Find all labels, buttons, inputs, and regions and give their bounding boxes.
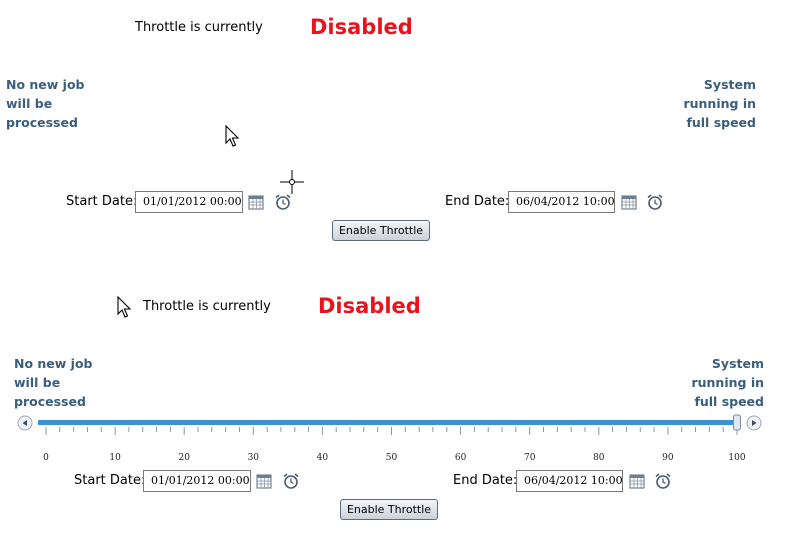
throttle-slider-scale: 0 10 20 30 40 50 60 70 80 90 100 bbox=[17, 414, 762, 463]
arrow-right-icon[interactable] bbox=[746, 415, 762, 431]
slider-tick-label: 70 bbox=[524, 453, 536, 463]
slider-tick-label: 40 bbox=[317, 453, 329, 463]
enable-throttle-button[interactable]: Enable Throttle bbox=[332, 220, 430, 241]
calendar-icon[interactable] bbox=[247, 193, 265, 211]
end-date-label: End Date: bbox=[445, 194, 510, 209]
mouse-pointer-icon bbox=[117, 296, 132, 318]
end-date-input[interactable]: 06/04/2012 10:00 bbox=[516, 470, 623, 492]
mouse-pointer-icon bbox=[225, 125, 240, 147]
alarm-clock-icon[interactable] bbox=[646, 193, 664, 211]
throttle-status-value: Disabled bbox=[310, 15, 413, 39]
calendar-icon[interactable] bbox=[255, 472, 273, 490]
right-note: System running in full speed bbox=[691, 356, 764, 409]
slider-track[interactable] bbox=[38, 420, 738, 425]
alarm-clock-icon[interactable] bbox=[274, 193, 292, 211]
slider-tick-label: 0 bbox=[43, 453, 49, 463]
calendar-icon[interactable] bbox=[620, 193, 638, 211]
slider-tick-label: 50 bbox=[386, 453, 398, 463]
start-date-input[interactable]: 01/01/2012 00:00 bbox=[135, 191, 243, 213]
end-date-input[interactable]: 06/04/2012 10:00 bbox=[508, 191, 615, 213]
calendar-icon[interactable] bbox=[628, 472, 646, 490]
start-date-label: Start Date: bbox=[66, 194, 138, 209]
start-date-label: Start Date: bbox=[74, 473, 146, 488]
slider-tick-label: 30 bbox=[248, 453, 260, 463]
alarm-clock-icon[interactable] bbox=[654, 472, 672, 490]
enable-throttle-button[interactable]: Enable Throttle bbox=[340, 499, 438, 520]
slider-thumb[interactable] bbox=[733, 414, 741, 431]
throttle-slider[interactable]: 0 10 20 30 40 50 60 70 80 90 100 bbox=[16, 412, 766, 464]
throttle-status-value: Disabled bbox=[318, 294, 421, 318]
left-note: No new job will be processed bbox=[14, 356, 93, 409]
throttle-status-label: Throttle is currently bbox=[135, 20, 263, 35]
right-note: System running in full speed bbox=[683, 77, 756, 130]
slider-tick-label: 20 bbox=[178, 453, 190, 463]
throttle-status-label: Throttle is currently bbox=[143, 299, 271, 314]
crosshair-cursor-icon bbox=[280, 170, 304, 194]
slider-tick-label: 90 bbox=[662, 453, 674, 463]
slider-tick-label: 60 bbox=[455, 453, 467, 463]
left-note: No new job will be processed bbox=[6, 77, 85, 130]
end-date-label: End Date: bbox=[453, 473, 518, 488]
alarm-clock-icon[interactable] bbox=[282, 472, 300, 490]
slider-tick-label: 100 bbox=[728, 453, 745, 463]
arrow-left-icon[interactable] bbox=[17, 415, 33, 431]
slider-tick-label: 10 bbox=[109, 453, 121, 463]
start-date-input[interactable]: 01/01/2012 00:00 bbox=[143, 470, 251, 492]
slider-tick-label: 80 bbox=[593, 453, 605, 463]
